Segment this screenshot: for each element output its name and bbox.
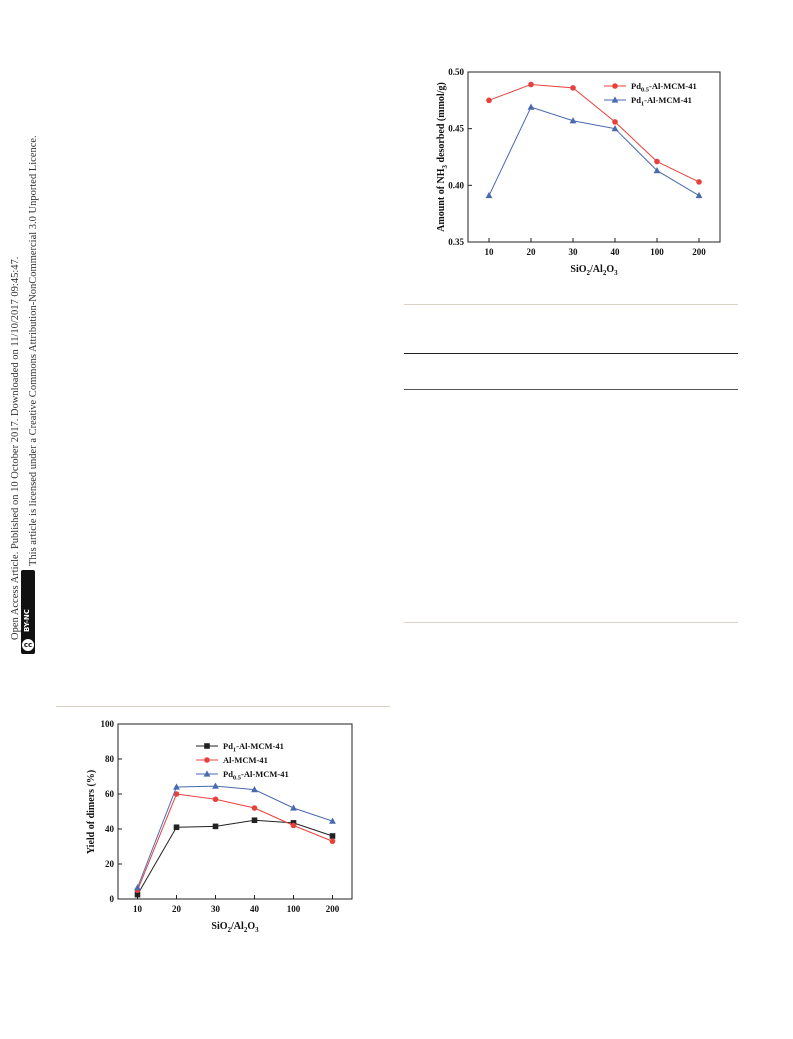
data-point (212, 782, 219, 789)
table-bottom-rule (404, 622, 738, 623)
data-point (329, 833, 336, 839)
legend-entry: Pd0.5-Al-MCM-41 (196, 769, 289, 782)
x-tick-label: 100 (287, 904, 301, 914)
data-point (329, 838, 336, 845)
legend-marker (611, 96, 619, 103)
x-tick-label: 10 (133, 904, 143, 914)
data-point (251, 786, 258, 793)
badge-label: BY-NC (23, 609, 31, 632)
licence-margin: Open Access Article. Published on 10 Oct… (0, 0, 60, 680)
data-point (611, 125, 619, 132)
series-group (486, 81, 702, 185)
legend-label: Pd1-Al-MCM-41 (631, 95, 692, 108)
data-point (212, 823, 219, 830)
data-point (654, 158, 660, 165)
licence-notice[interactable]: This article is licensed under a Creativ… (28, 135, 39, 566)
cc-logo-icon: cc (21, 638, 35, 652)
x-tick-label: 40 (611, 247, 621, 257)
series-group (134, 782, 336, 891)
x-tick-label: 20 (172, 904, 182, 914)
y-tick-label: 60 (105, 789, 115, 799)
legend-entry: Pd1-Al-MCM-41 (604, 95, 692, 108)
data-point (485, 191, 493, 199)
data-point (695, 191, 703, 199)
data-point (612, 119, 618, 125)
data-point (528, 81, 534, 88)
series-group (485, 103, 703, 199)
data-point (569, 117, 577, 124)
x-tick-label: 10 (485, 247, 495, 257)
data-point (486, 97, 492, 104)
x-tick-label: 40 (250, 904, 260, 914)
data-point (134, 884, 141, 891)
legend-label: Pd0.5-Al-MCM-41 (223, 769, 289, 782)
data-point (251, 817, 258, 824)
data-point (570, 85, 576, 91)
cc-by-nc-badge[interactable]: cc BY-NC (21, 570, 35, 654)
legend-marker (203, 770, 211, 777)
table-header-rule (404, 353, 738, 354)
series-group (134, 817, 336, 898)
data-point (696, 179, 702, 185)
x-tick-label: 20 (527, 247, 537, 257)
data-point (173, 791, 180, 797)
y-axis-label: Yield of dimers (%) (86, 770, 97, 854)
legend-label: Al-MCM-41 (223, 755, 268, 765)
plot-frame (467, 71, 721, 243)
series-line (488, 83, 700, 183)
x-tick-label: 200 (692, 247, 706, 257)
y-tick-label: 80 (105, 754, 115, 764)
series-group (134, 791, 336, 894)
y-tick-label: 0.35 (448, 237, 464, 247)
series-line (137, 793, 333, 891)
y-axis-label: Amount of NH3 desorbed (mmol/g) (436, 82, 449, 232)
y-tick-label: 20 (105, 859, 115, 869)
y-tick-label: 40 (105, 824, 115, 834)
data-point (527, 103, 535, 110)
series-line (488, 106, 700, 196)
legend-marker (204, 743, 210, 749)
data-point (290, 804, 297, 811)
data-point (173, 783, 180, 790)
x-axis-label: SiO2/Al2O3 (211, 921, 259, 934)
data-point (251, 805, 258, 811)
table-top-rule (404, 304, 738, 305)
legend-marker (204, 757, 210, 763)
plot-frame (117, 723, 353, 900)
x-tick-label: 200 (326, 904, 340, 914)
publication-notice: Open Access Article. Published on 10 Oct… (10, 256, 21, 640)
legend-label: Pd0.5-Al-MCM-41 (631, 81, 697, 94)
y-tick-label: 0.40 (448, 180, 464, 190)
legend-entry: Al-MCM-41 (196, 755, 268, 765)
data-point (134, 891, 141, 898)
y-tick-label: 0 (110, 894, 115, 904)
data-point (290, 822, 297, 829)
data-point (329, 817, 336, 824)
x-tick-label: 30 (211, 904, 221, 914)
x-tick-label: 100 (650, 247, 664, 257)
table-body-rule (404, 389, 738, 390)
x-tick-label: 30 (569, 247, 579, 257)
series-line (137, 819, 333, 895)
legend-marker (612, 83, 618, 89)
data-point (173, 824, 180, 831)
y-tick-label: 100 (101, 719, 115, 729)
legend-entry: Pd1-Al-MCM-41 (196, 741, 284, 754)
y-tick-label: 0.45 (448, 124, 464, 134)
data-point (212, 796, 219, 803)
legend-label: Pd1-Al-MCM-41 (223, 741, 284, 754)
x-axis-label: SiO2/Al2O3 (570, 264, 618, 277)
series-line (137, 785, 333, 888)
nh3-desorption-chart: 0.35 0.40 0.45 0.50 10 20 30 40 100 200 Pd0.5-Al-… (436, 67, 721, 277)
legend-entry: Pd0.5-Al-MCM-41 (604, 81, 697, 94)
data-point (653, 167, 661, 174)
figure-top-rule (56, 706, 390, 707)
dimer-yield-chart: 0 20 40 60 80 100 10 20 30 40 100 200 Pd1-Al-MCM-41… (86, 719, 353, 934)
y-tick-label: 0.50 (448, 67, 464, 77)
